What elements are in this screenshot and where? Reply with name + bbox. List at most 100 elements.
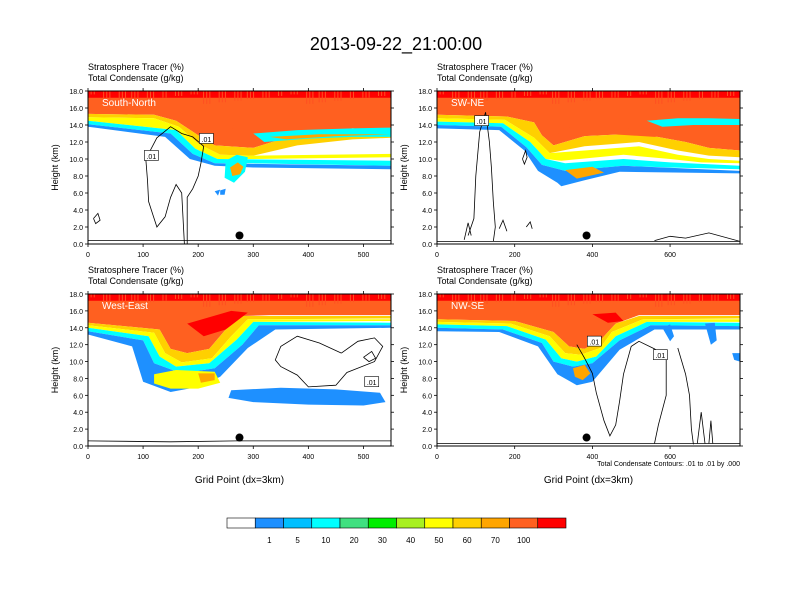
x-tick-label: 100 bbox=[137, 454, 149, 461]
y-tick-label: 18.0 bbox=[418, 89, 432, 96]
condensate-contour bbox=[274, 335, 384, 388]
y-axis-label: Height (km) bbox=[399, 144, 409, 191]
condensate-contour bbox=[437, 232, 740, 242]
colorbar-bin bbox=[254, 517, 284, 529]
condensate-contour bbox=[498, 219, 508, 232]
x-tick-label: 200 bbox=[192, 252, 204, 259]
location-marker bbox=[582, 231, 591, 240]
y-axis-label: Height (km) bbox=[399, 347, 409, 394]
x-tick-label: 300 bbox=[247, 454, 259, 461]
contour-footnote: Total Condensate Contours: .01 to .01 by… bbox=[597, 461, 740, 468]
tracer-shade bbox=[228, 387, 386, 406]
x-axis-label: Grid Point (dx=3km) bbox=[195, 475, 284, 486]
y-tick-label: 14.0 bbox=[418, 326, 432, 333]
y-tick-label: 14.0 bbox=[69, 123, 83, 130]
y-tick-label: 10.0 bbox=[69, 360, 83, 367]
colorbar-label: 70 bbox=[491, 536, 500, 545]
y-tick-label: 0.0 bbox=[422, 444, 432, 451]
y-tick-label: 10.0 bbox=[69, 157, 83, 164]
colorbar-bin bbox=[480, 517, 510, 529]
tracer-shade bbox=[662, 324, 674, 342]
plot-area: .01 bbox=[437, 91, 740, 244]
y-tick-label: 18.0 bbox=[418, 292, 432, 299]
tracer-shade bbox=[198, 120, 237, 132]
tracer-shade bbox=[437, 300, 740, 349]
contour-label-box bbox=[144, 150, 159, 161]
tracer-shade bbox=[88, 117, 391, 159]
y-tick-label: 8.0 bbox=[422, 174, 432, 181]
y-tick-label: 14.0 bbox=[69, 326, 83, 333]
x-tick-label: 200 bbox=[192, 454, 204, 461]
y-tick-label: 12.0 bbox=[69, 140, 83, 147]
tracer-shade bbox=[437, 121, 740, 171]
y-tick-label: 0.0 bbox=[73, 444, 83, 451]
colorbar-bin bbox=[509, 517, 539, 529]
panel-title-line: Total Condensate (g/kg) bbox=[88, 73, 184, 83]
location-marker bbox=[582, 433, 591, 442]
tracer-shade bbox=[220, 188, 226, 195]
tracer-shade bbox=[553, 125, 671, 137]
condensate-contour bbox=[363, 350, 377, 363]
tracer-shade bbox=[88, 319, 391, 367]
contour-label-box bbox=[653, 349, 668, 360]
colorbar-label: 1 bbox=[267, 536, 272, 545]
tracer-shade bbox=[732, 353, 740, 362]
y-tick-label: 12.0 bbox=[418, 343, 432, 350]
panel-title-line: Stratosphere Tracer (%) bbox=[88, 265, 184, 275]
y-tick-label: 6.0 bbox=[422, 393, 432, 400]
panel-name: NW-SE bbox=[451, 301, 484, 312]
y-tick-label: 10.0 bbox=[418, 360, 432, 367]
x-tick-label: 400 bbox=[303, 454, 315, 461]
contour-label: .01 bbox=[202, 137, 212, 144]
y-tick-label: 10.0 bbox=[418, 157, 432, 164]
condensate-contour bbox=[708, 420, 714, 444]
contour-label: .01 bbox=[367, 380, 377, 387]
condensate-contour bbox=[696, 412, 706, 444]
tracer-shade bbox=[565, 166, 604, 179]
panel-title-line: Stratosphere Tracer (%) bbox=[88, 62, 184, 72]
panel-name: West-East bbox=[102, 301, 148, 312]
tracer-shade bbox=[437, 316, 740, 355]
y-tick-label: 6.0 bbox=[73, 393, 83, 400]
condensate-contour bbox=[522, 149, 528, 166]
y-axis-label: Height (km) bbox=[50, 347, 60, 394]
colorbar-bin bbox=[367, 517, 397, 529]
condensate-contour bbox=[677, 347, 694, 445]
x-tick-label: 0 bbox=[86, 454, 90, 461]
y-tick-label: 4.0 bbox=[422, 208, 432, 215]
x-tick-label: 500 bbox=[358, 454, 370, 461]
tracer-shade bbox=[437, 118, 740, 164]
condensate-contour bbox=[463, 222, 472, 240]
plot-frame bbox=[436, 293, 741, 447]
x-tick-label: 0 bbox=[435, 252, 439, 259]
tracer-shade bbox=[269, 134, 391, 140]
x-tick-label: 400 bbox=[303, 252, 315, 259]
y-tick-label: 2.0 bbox=[73, 427, 83, 434]
y-tick-label: 4.0 bbox=[73, 208, 83, 215]
contour-label: .01 bbox=[655, 353, 665, 360]
y-axis-label: Height (km) bbox=[50, 144, 60, 191]
x-tick-label: 400 bbox=[587, 252, 599, 259]
location-marker bbox=[235, 231, 244, 240]
tracer-shade bbox=[437, 125, 740, 187]
x-axis-label: Grid Point (dx=3km) bbox=[544, 475, 633, 486]
tracer-shade bbox=[88, 321, 391, 374]
plot-area: .01 bbox=[88, 294, 391, 446]
x-tick-label: 600 bbox=[664, 454, 676, 461]
panel-title-line: Total Condensate (g/kg) bbox=[437, 73, 533, 83]
y-tick-label: 8.0 bbox=[73, 174, 83, 181]
y-tick-label: 16.0 bbox=[418, 309, 432, 316]
colorbar-bin bbox=[283, 517, 313, 529]
tracer-shade bbox=[230, 162, 244, 176]
colorbar-label: 30 bbox=[378, 536, 387, 545]
colorbar-bin bbox=[226, 517, 256, 529]
y-tick-label: 0.0 bbox=[422, 242, 432, 249]
tracer-shade bbox=[88, 300, 391, 354]
panel-west-east: .01 West-East Stratosphere Tracer (%)Total… bbox=[50, 265, 394, 486]
panel-title-line: Stratosphere Tracer (%) bbox=[437, 265, 533, 275]
y-tick-label: 2.0 bbox=[422, 427, 432, 434]
tracer-shade bbox=[437, 321, 740, 367]
panel-name: South-North bbox=[102, 98, 156, 109]
condensate-contour bbox=[145, 126, 205, 244]
